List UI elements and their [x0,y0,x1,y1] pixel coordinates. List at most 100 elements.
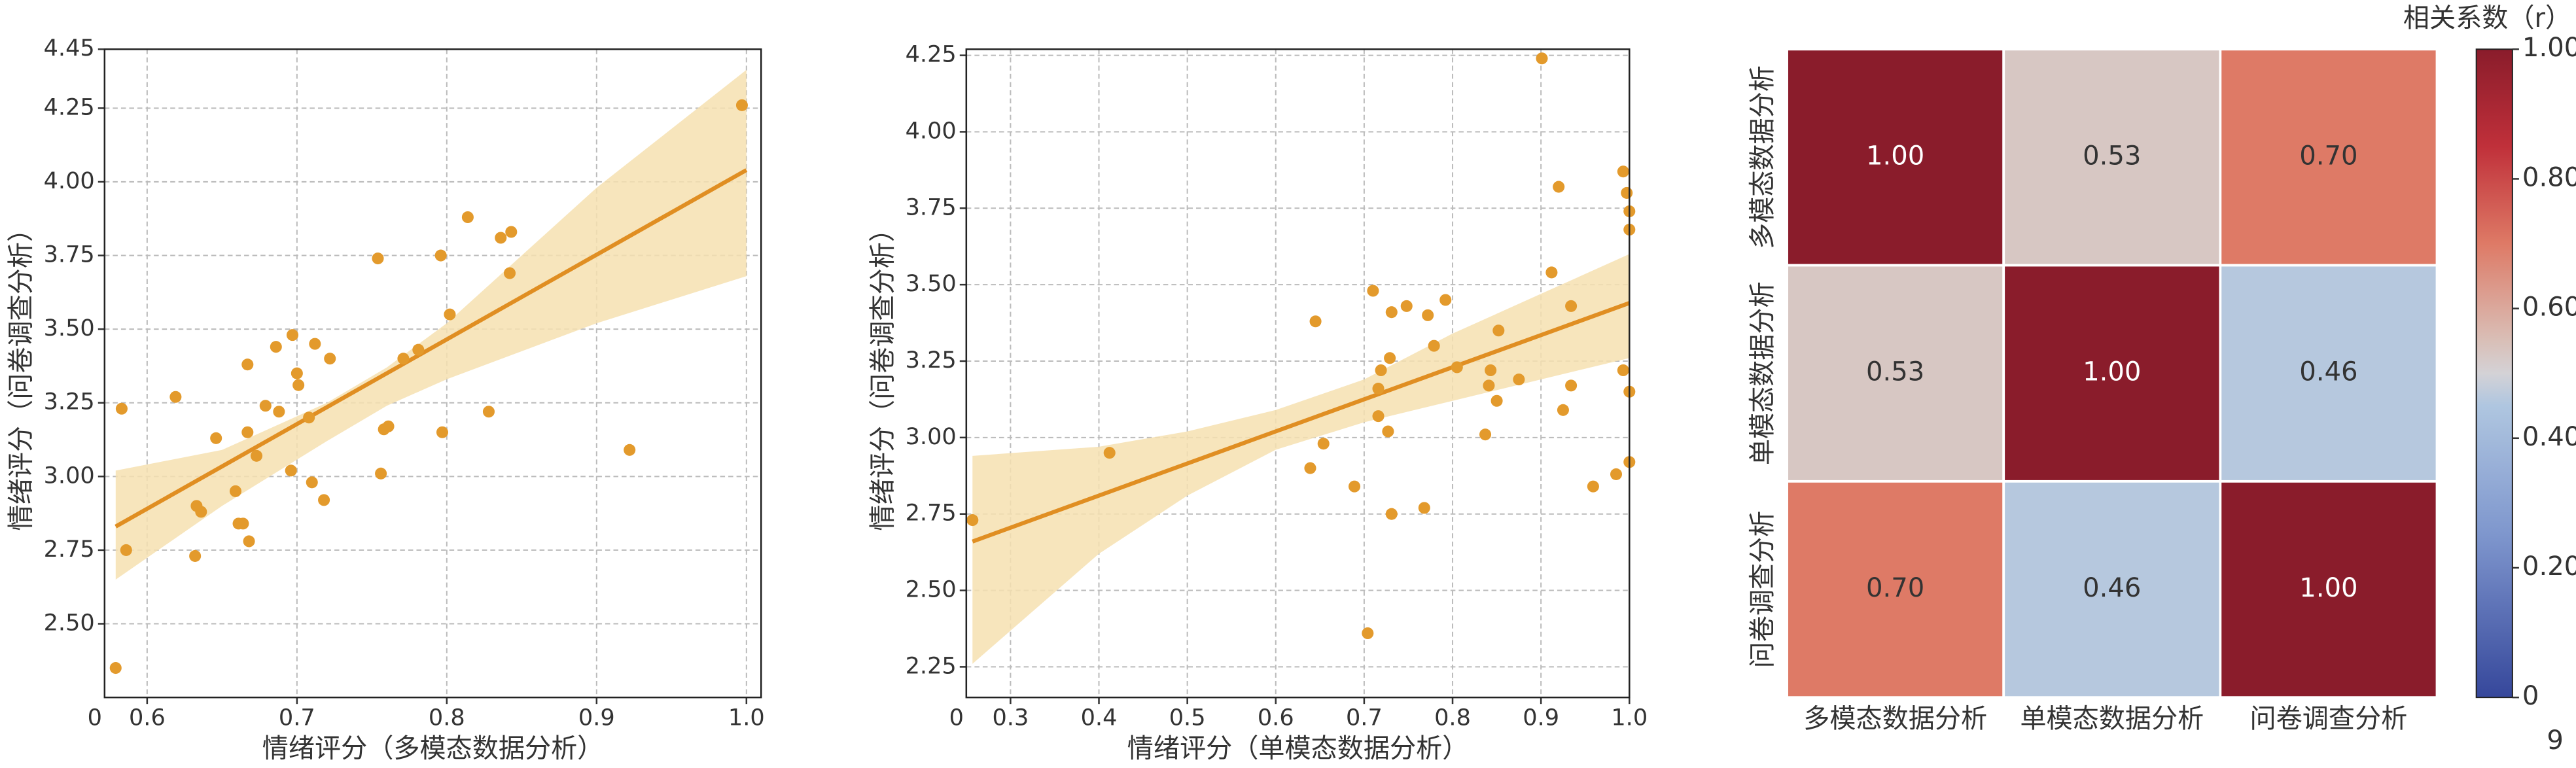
cell-label: 0.70 [2299,141,2357,171]
y-tick-label: 3.75 [44,241,95,268]
point [1513,374,1525,386]
y-axis-label: 情绪评分（问卷调查分析） [868,216,898,531]
confidence-band [972,254,1630,664]
point [1617,364,1629,377]
colorbar-tick-label: 1.00 [2522,33,2576,63]
cell-label: 0.46 [2083,573,2141,603]
point [318,494,330,506]
confidence-band [115,69,747,580]
cell-label: 1.00 [1866,141,1924,171]
cell-label: 0.53 [2083,141,2141,171]
point [1610,468,1623,480]
cell-label: 0.70 [1866,573,1924,603]
x-axis-label: 情绪评分（多模态数据分析） [262,733,604,763]
colorbar [2475,48,2513,699]
point [259,400,272,412]
y-tick-label: 3.50 [906,270,957,297]
point [109,662,122,674]
point [1375,364,1387,377]
heatmap-cell [2002,264,2222,483]
point [1587,480,1599,493]
point [495,232,507,244]
point [436,426,449,438]
fit-line [115,168,748,529]
plot-frame [103,48,762,699]
point [241,358,254,371]
point [243,535,255,548]
y-tick-label: 3.25 [44,389,95,415]
point [1372,383,1385,395]
point [1385,306,1398,319]
point [115,402,128,415]
point [309,338,321,350]
colorbar-tick-label: 0.20 [2522,551,2576,582]
column-label: 单模态数据分析 [2020,704,2204,734]
point [1479,428,1492,441]
point [1553,181,1565,193]
heatmap-cell [1786,48,2005,267]
x-tick-label: 0.6 [1258,705,1294,731]
point [237,517,249,530]
point [372,253,384,265]
point [303,411,315,424]
x-axis-label: 情绪评分（单模态数据分析） [1127,733,1469,763]
point [229,485,242,497]
point [1385,508,1398,520]
colorbar-tick-label: 0 [2522,681,2539,711]
point [505,226,518,238]
point [434,249,447,262]
x-tick-label: 0.7 [1346,705,1383,731]
point [375,467,387,480]
x-tick-label: 0.5 [1169,705,1206,731]
x-tick-label: 0.9 [1523,705,1559,731]
row-label: 问卷调查分析 [1748,511,1778,669]
point [1617,166,1629,178]
column-label: 问卷调查分析 [2250,704,2408,734]
point [482,406,495,418]
y-tick-label: 3.25 [906,347,957,374]
y-tick-label: 2.50 [906,576,957,603]
y-tick-label: 2.75 [906,500,957,527]
point [1362,627,1374,640]
heatmap-cell [1786,264,2005,483]
point [1545,266,1558,279]
colorbar-tick-label: 0.80 [2522,162,2576,192]
point [1483,379,1495,392]
point [1372,410,1385,423]
x-tick-label: 0.9 [578,705,615,731]
fit-line [972,301,1631,544]
heatmap-cell [2002,480,2222,699]
point [1384,352,1396,364]
point [382,420,395,432]
point [1491,394,1503,407]
point [1557,404,1569,416]
point [1400,300,1413,312]
point [1304,462,1316,474]
y-tick-label: 2.25 [906,652,957,679]
point [1309,315,1322,328]
point [1103,447,1116,459]
y-tick-label: 3.50 [44,315,95,341]
point [1492,324,1505,337]
x-tick-label: 0.8 [1434,705,1471,731]
x-tick-label: 0.7 [279,705,315,731]
y-tick-label: 4.45 [44,35,95,61]
heatmap-cell [1786,480,2005,699]
y-tick-label: 4.25 [44,94,95,120]
x-tick-label: 0.3 [992,705,1029,731]
point [444,308,456,321]
row-label: 单模态数据分析 [1748,281,1778,465]
plot-frame [965,48,1631,699]
colorbar-tick-label: 0.60 [2522,292,2576,323]
point [195,506,207,518]
point [1367,285,1379,297]
y-tick-label: 4.25 [906,41,957,68]
point [1485,364,1497,377]
x-tick-label: 1.0 [728,705,765,731]
y-tick-label: 2.50 [44,610,95,637]
point [286,329,299,341]
point [503,267,516,279]
x-tick-label: 1.0 [1611,705,1648,731]
point [1439,294,1452,306]
